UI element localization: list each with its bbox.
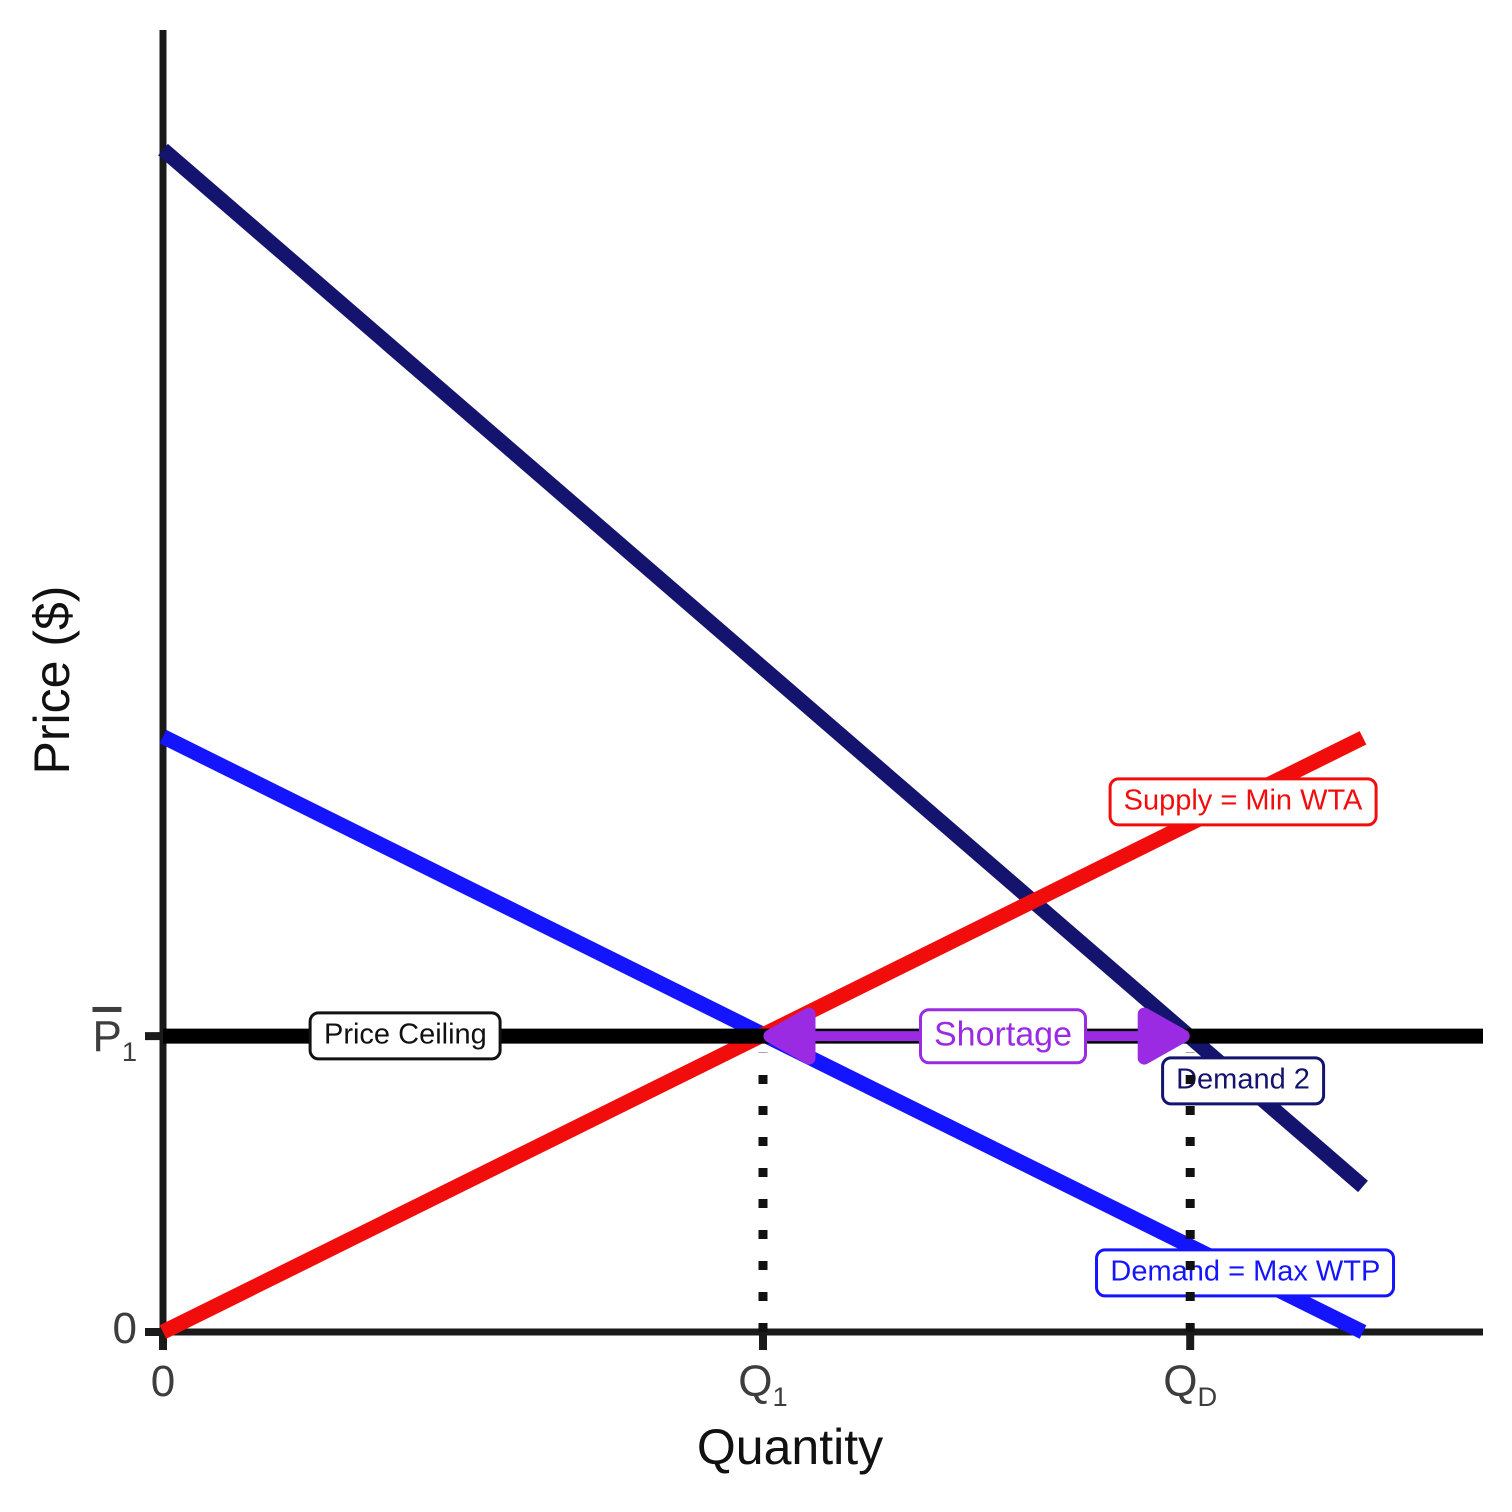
x-tick-label-zero: 0	[150, 1357, 176, 1406]
supply-curve-label: Supply = Min WTA	[1108, 777, 1378, 827]
shortage-label: Shortage	[919, 1008, 1087, 1064]
price-ceiling-label: Price Ceiling	[308, 1011, 502, 1061]
y-tick-label-p1: P1	[92, 1007, 137, 1065]
y-axis-title: Price ($)	[24, 585, 80, 775]
y-tick-label-zero: 0	[112, 1303, 137, 1353]
demand2-curve-label: Demand 2	[1161, 1056, 1325, 1106]
x-tick-label-qd: QD	[1163, 1357, 1218, 1412]
x-axis-title: Quantity	[696, 1419, 884, 1475]
x-tick-label-q1: Q1	[738, 1357, 788, 1412]
demand1-curve-label: Demand = Max WTP	[1095, 1248, 1396, 1298]
